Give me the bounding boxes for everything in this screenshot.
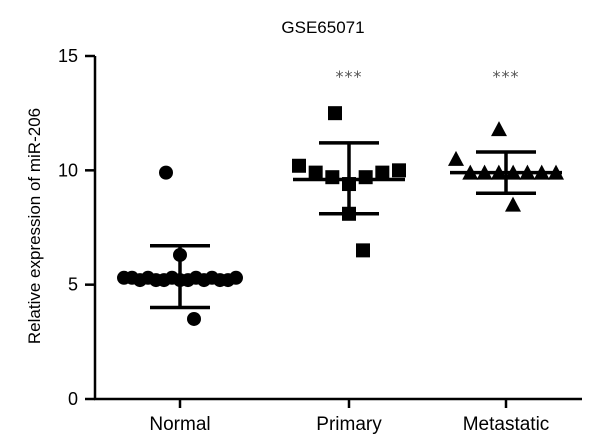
data-point <box>187 311 201 326</box>
group-normal <box>117 165 243 326</box>
data-point <box>356 243 370 258</box>
significance-label: *** <box>336 67 363 86</box>
chart-title: GSE65071 <box>281 18 364 37</box>
data-point <box>358 170 373 185</box>
data-point <box>491 121 507 137</box>
data-point <box>328 106 342 121</box>
y-axis-label: Relative expression of miR-206 <box>25 108 44 344</box>
x-tick-label: Normal <box>149 414 210 435</box>
y-tick-label: 0 <box>68 389 78 409</box>
y-ticks: 0 5 10 15 <box>58 46 95 409</box>
data-point <box>308 165 323 180</box>
group-primary: *** <box>292 67 406 258</box>
data-point <box>448 150 464 166</box>
data-groups: *** *** <box>117 67 564 326</box>
data-point <box>325 170 340 185</box>
y-tick-label: 5 <box>68 275 78 295</box>
x-tick-label: Metastatic <box>463 414 550 435</box>
y-tick-label: 15 <box>58 46 78 66</box>
significance-label: *** <box>493 67 520 86</box>
x-ticks: Normal Primary Metastatic <box>149 399 549 435</box>
data-point <box>505 196 521 212</box>
y-tick-label: 10 <box>58 160 78 180</box>
x-tick-label: Primary <box>316 414 382 435</box>
data-point <box>292 158 306 173</box>
data-point <box>375 165 390 180</box>
data-point <box>159 165 173 180</box>
data-point <box>392 163 406 178</box>
group-metastatic: *** <box>448 67 564 212</box>
